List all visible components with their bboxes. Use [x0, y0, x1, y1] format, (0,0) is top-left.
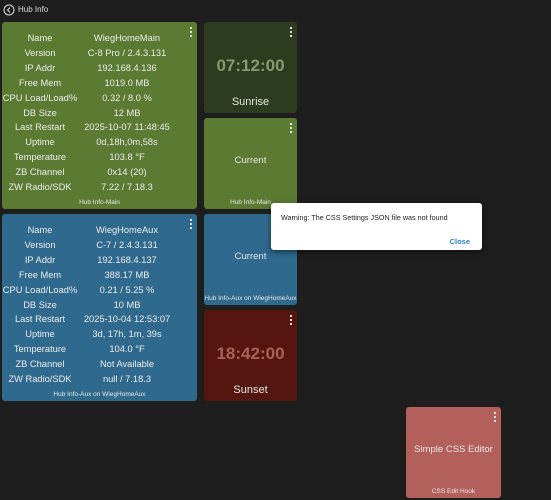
time-label: Sunset: [233, 384, 268, 396]
row-label: Version: [24, 239, 56, 250]
tile-footer: Hub Info-Aux on WiegHomeAux: [53, 391, 146, 398]
tile-footer: CSS Edit Hook: [431, 488, 476, 495]
row-label: ZW Radio/SDK: [8, 374, 72, 384]
tile-menu[interactable]: [288, 313, 294, 326]
attribute-value: Current: [234, 155, 267, 166]
row-label: Free Mem: [18, 269, 62, 280]
header-title: Hub Info: [18, 5, 49, 14]
tile-footer: Hub Info-Main: [230, 199, 271, 206]
row-label: IP Addr: [24, 62, 56, 73]
row-label: ZB Channel: [15, 167, 65, 178]
row-label: CPU Load/Load%: [2, 284, 78, 295]
tile[interactable]: Hub Info-Aux on WiegHomeAux Name WiegHome…: [2, 214, 197, 401]
time-label: Sunrise: [231, 96, 270, 108]
row-value: 0.21 / 5.25 %: [99, 284, 155, 295]
row-label: Temperature: [13, 152, 67, 163]
row-label: Name: [27, 225, 53, 235]
dialog: Warning: The CSS Settings JSON file was …: [271, 203, 482, 250]
row-label: ZB Channel: [15, 359, 65, 370]
row-value: 7.22 / 7.18.3: [101, 182, 153, 192]
tile-menu[interactable]: [492, 410, 498, 423]
dialog-button[interactable]: Close: [449, 237, 470, 246]
row-label: ZW Radio/SDK: [8, 182, 72, 192]
row-value: 104.0 °F: [109, 344, 145, 355]
row-label: Uptime: [25, 329, 55, 340]
row-label: DB Size: [23, 299, 57, 310]
row-value: 3d, 17h, 1m, 39s: [92, 329, 162, 340]
row-value: 1019.0 MB: [104, 77, 150, 88]
row-label: IP Addr: [24, 254, 56, 265]
time: 07:12:00: [216, 56, 285, 75]
row-value: 2025-10-07 11:48:45: [84, 122, 170, 133]
row-value: C-7 / 2.4.3.131: [96, 239, 158, 250]
row-label: Name: [27, 33, 53, 43]
row-value: 192.168.4.136: [97, 62, 157, 73]
row-value: null / 7.18.3: [102, 374, 152, 384]
row-value: WiegHomeMain: [93, 33, 161, 43]
row-label: Free Mem: [18, 77, 62, 88]
row-label: DB Size: [23, 107, 57, 118]
row-label: Version: [24, 47, 56, 58]
tile[interactable]: Current Hub Info-Main: [204, 118, 297, 209]
tile-menu[interactable]: [188, 217, 194, 230]
tile[interactable]: 07:12:00 Sunrise: [204, 22, 297, 113]
row-label: Last Restart: [14, 122, 66, 133]
row-value: 192.168.4.137: [97, 254, 157, 265]
row-value: 0x14 (20): [107, 167, 147, 178]
dialog-message: Warning: The CSS Settings JSON file was …: [281, 213, 448, 222]
tile-menu[interactable]: [288, 25, 294, 38]
row-value: 12 MB: [113, 107, 141, 118]
tile-footer: Hub Info-Main: [79, 199, 120, 206]
row-value: 388.17 MB: [104, 269, 150, 280]
row-label: Uptime: [25, 137, 55, 148]
row-value: C-8 Pro / 2.4.3.131: [87, 47, 167, 58]
row-value: Not Available: [99, 359, 155, 370]
tile-menu[interactable]: [288, 121, 294, 134]
tile-menu[interactable]: [188, 25, 194, 38]
row-value: WiegHomeAux: [95, 225, 159, 235]
row-value: 103.8 °F: [109, 152, 145, 163]
row-value: 10 MB: [113, 299, 141, 310]
tile-footer: Hub Info-Aux on WiegHomeAux: [204, 295, 297, 302]
row-label: Last Restart: [14, 314, 66, 325]
attribute-value: Current: [234, 251, 267, 262]
tile[interactable]: 18:42:00 Sunset: [204, 310, 297, 401]
time: 18:42:00: [216, 344, 285, 363]
row-label: Temperature: [13, 344, 67, 355]
tile[interactable]: Simple CSS Editor CSS Edit Hook: [406, 407, 501, 498]
row-value: 0d,18h,0m,58s: [96, 137, 158, 148]
row-value: 0.32 / 8.0 %: [102, 92, 152, 103]
header-icon[interactable]: [3, 4, 15, 16]
row-value: 2025-10-04 12:53:07: [83, 314, 171, 325]
tile-label: Simple CSS Editor: [414, 444, 493, 455]
row-label: CPU Load/Load%: [2, 92, 78, 103]
tile[interactable]: Hub Info-Main Name WiegHomeMain Version C-8…: [2, 22, 197, 209]
